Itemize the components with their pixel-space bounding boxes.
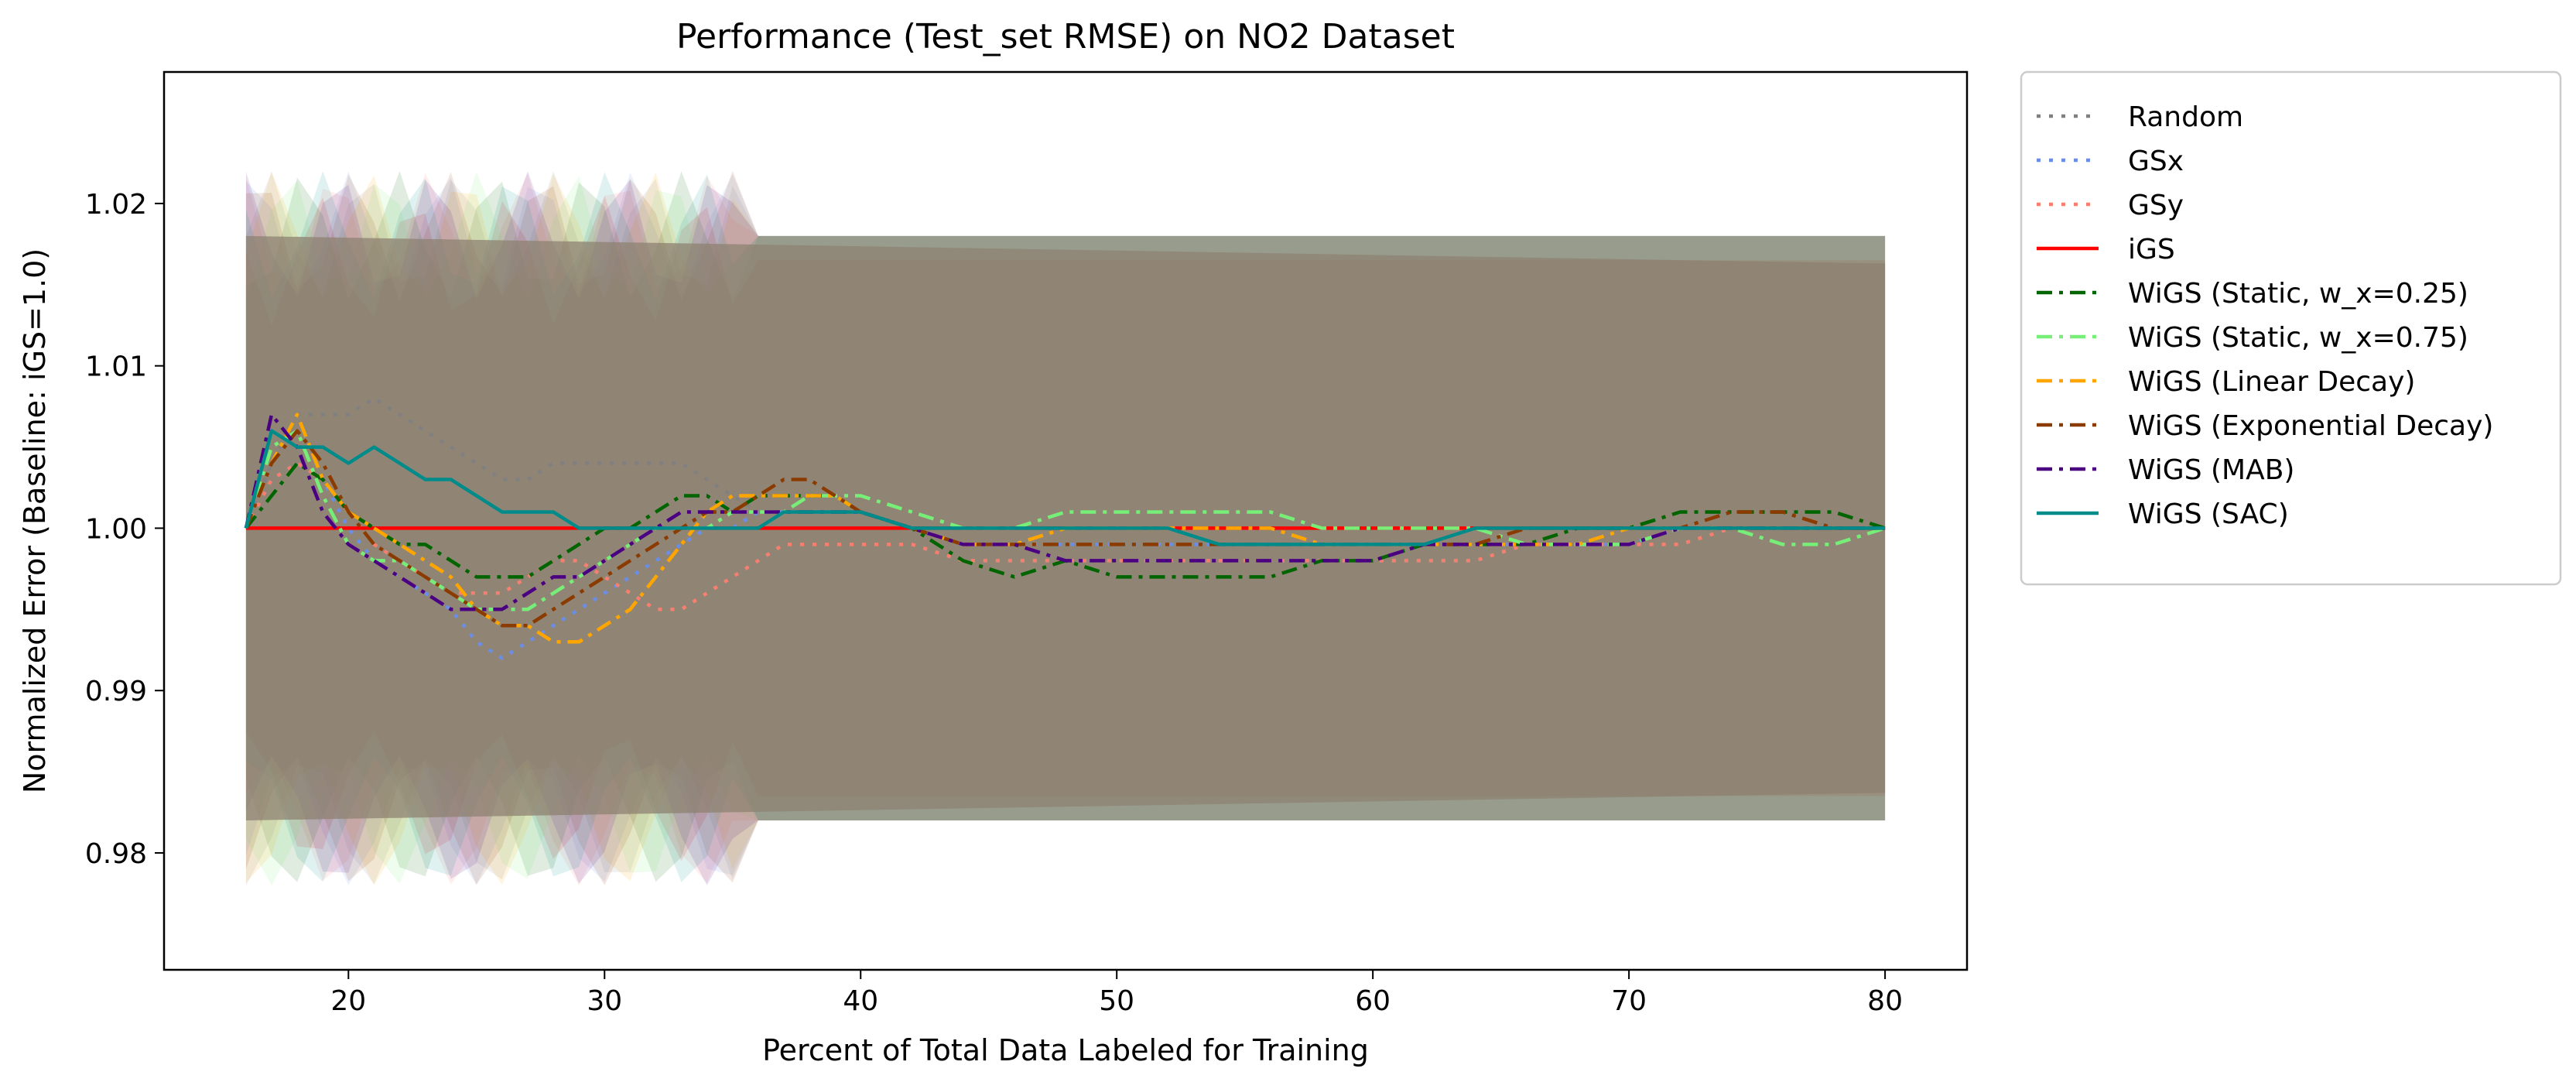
legend: Random GSx GSy iGS WiGS (Static, w_x=0.25) Wi… — [2020, 70, 2562, 586]
legend-label: WiGS (Linear Decay) — [2128, 366, 2415, 398]
series-line-9 — [244, 429, 1886, 546]
series-lines — [244, 396, 1886, 660]
legend-label: GSy — [2128, 190, 2184, 221]
y-tick-label: 0.99 — [85, 676, 147, 707]
series-line-6 — [244, 413, 1886, 644]
x-axis-title: Percent of Total Data Labeled for Traini… — [762, 1033, 1369, 1067]
legend-label: WiGS (Static, w_x=0.25) — [2128, 278, 2468, 310]
series-line-7 — [244, 429, 1886, 628]
chart-title: Performance (Test_set RMSE) on NO2 Datas… — [676, 17, 1455, 57]
series-line-5 — [244, 429, 1886, 611]
legend-label: WiGS (MAB) — [2128, 454, 2294, 486]
legend-frame — [2020, 70, 2562, 586]
y-tick-label: 1.00 — [85, 513, 147, 545]
x-tick-label: 40 — [843, 985, 878, 1017]
legend-label: WiGS (Exponential Decay) — [2128, 410, 2493, 442]
x-tick-label: 50 — [1099, 985, 1134, 1017]
x-tick-label: 80 — [1867, 985, 1903, 1017]
x-tick-label: 60 — [1355, 985, 1391, 1017]
x-tick-label: 70 — [1611, 985, 1647, 1017]
legend-label: GSx — [2128, 146, 2184, 177]
legend-label: WiGS (SAC) — [2128, 498, 2289, 530]
legend-label: WiGS (Static, w_x=0.75) — [2128, 322, 2468, 354]
y-tick-label: 0.98 — [85, 838, 147, 870]
x-tick-label: 20 — [330, 985, 366, 1017]
y-axis-title: Normalized Error (Baseline: iGS=1.0) — [18, 248, 52, 793]
x-tick-label: 30 — [587, 985, 622, 1017]
legend-label: Random — [2128, 101, 2243, 133]
plot-area-frame — [162, 70, 1969, 971]
y-tick-label: 1.02 — [85, 189, 147, 221]
x-axis: 20 30 40 50 60 70 80 — [330, 970, 1903, 1017]
legend-label: iGS — [2128, 234, 2175, 265]
y-axis: 0.98 0.99 1.00 1.01 1.02 — [85, 189, 164, 870]
y-tick-label: 1.01 — [85, 351, 147, 383]
